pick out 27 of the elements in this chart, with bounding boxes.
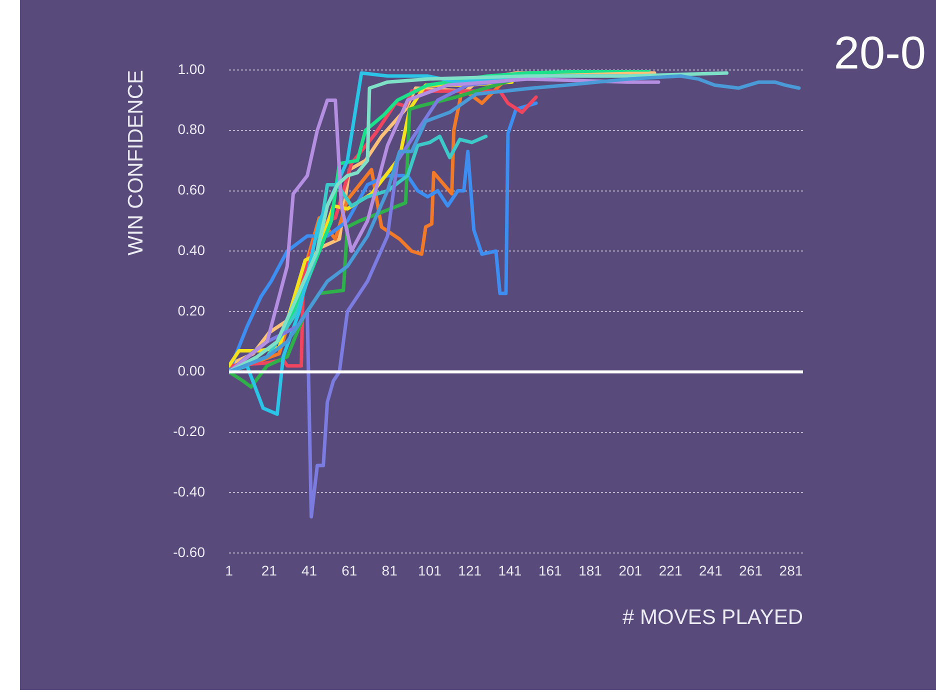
y-tick-label: 0.80: [178, 121, 206, 138]
y-tick-label: -0.20: [173, 423, 206, 440]
x-tick-label: 181: [578, 562, 602, 578]
x-tick-label: 281: [779, 562, 803, 578]
y-tick-label: 0.20: [178, 302, 206, 318]
x-tick-label: 21: [261, 562, 278, 578]
x-tick-label: 41: [301, 562, 318, 578]
x-tick-label: 61: [342, 562, 358, 578]
x-tick-label: 161: [538, 562, 562, 578]
x-axis-title: # MOVES PLAYED: [622, 606, 803, 630]
x-tick-label: 221: [658, 562, 682, 578]
y-tick-label: -0.60: [173, 544, 206, 560]
x-tick-label: 81: [382, 562, 398, 578]
y-tick-label: -0.40: [173, 483, 206, 500]
y-tick-label: 0.40: [178, 242, 206, 258]
x-tick-label: 101: [418, 562, 442, 578]
y-tick-label: 0.00: [178, 362, 206, 379]
x-tick-label: 121: [458, 562, 482, 578]
text: 20-0: [834, 26, 926, 79]
x-tick-label: 201: [618, 562, 642, 578]
x-tick-label: 261: [739, 562, 763, 578]
y-axis-title: WIN CONFIDENCE: [124, 70, 148, 256]
y-tick-label: 0.60: [178, 182, 206, 198]
y-tick-label: 1.00: [178, 60, 206, 77]
x-tick-label: 241: [699, 562, 723, 578]
x-tick-label: 141: [498, 562, 522, 578]
x-tick-label: 1: [225, 562, 234, 578]
